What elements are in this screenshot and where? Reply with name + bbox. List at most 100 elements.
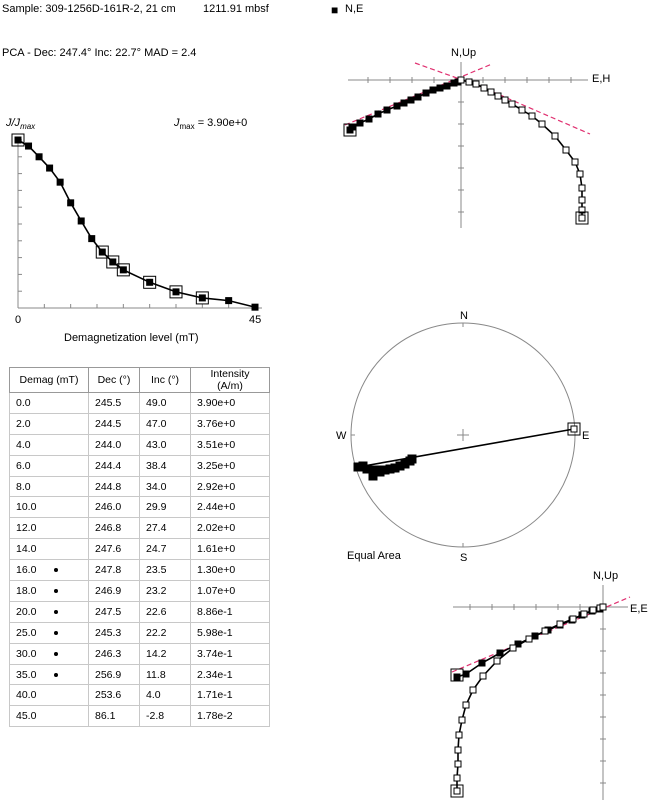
fit-end-marker bbox=[450, 784, 464, 798]
horizontal-point bbox=[393, 102, 401, 110]
cell-inc-text: 23.5 bbox=[146, 564, 167, 577]
horizontal-point bbox=[422, 89, 430, 97]
zij-lower-ticks bbox=[469, 604, 606, 784]
intensity-point bbox=[251, 303, 259, 311]
cell-inc-text: 22.2 bbox=[146, 626, 167, 639]
cell-dec: 244.4 bbox=[88, 454, 140, 477]
cell-intensity-text: 8.86e-1 bbox=[197, 605, 233, 618]
vertical-point bbox=[599, 603, 607, 611]
cell-dec: 244.5 bbox=[88, 412, 140, 435]
cell-intensity: 3.25e+0 bbox=[190, 454, 270, 477]
vertical-point bbox=[454, 746, 462, 754]
cell-intensity-text: 2.34e-1 bbox=[197, 668, 233, 681]
cell-intensity: 1.78e-2 bbox=[190, 705, 270, 728]
horizontal-point bbox=[365, 115, 373, 123]
vertical-point bbox=[494, 92, 502, 100]
horizontal-point bbox=[514, 640, 522, 648]
intensity-point bbox=[25, 142, 33, 150]
cell-demag-text: 40.0 bbox=[16, 689, 37, 702]
stereo-w-label: W bbox=[336, 430, 347, 442]
cell-dec: 244.0 bbox=[88, 433, 140, 456]
vertical-point bbox=[480, 84, 488, 92]
cell-inc: 27.4 bbox=[139, 517, 191, 540]
vertical-point bbox=[578, 184, 586, 192]
table-row: 40.0 253.6 4.0 1.71e-1 bbox=[9, 684, 270, 707]
cell-demag-text: 35.0 bbox=[16, 668, 37, 681]
horizontal-point bbox=[443, 82, 451, 90]
cell-demag: 4.0 bbox=[9, 433, 89, 456]
vertical-point bbox=[528, 112, 536, 120]
cell-inc: 43.0 bbox=[139, 433, 191, 456]
depth-label: 1211.91 mbsf bbox=[203, 3, 269, 15]
cell-demag-text: 16.0 bbox=[16, 564, 37, 577]
cell-dec: 246.8 bbox=[88, 517, 140, 540]
used-in-fit-dot bbox=[54, 651, 59, 656]
cell-demag: 8.0 bbox=[9, 475, 89, 498]
table-row: 2.0 244.5 47.0 3.76e+0 bbox=[9, 412, 270, 435]
cell-inc: 11.8 bbox=[139, 663, 191, 686]
cell-demag: 40.0 bbox=[9, 684, 89, 707]
cell-intensity: 1.30e+0 bbox=[190, 559, 270, 582]
cell-inc: 29.9 bbox=[139, 496, 191, 519]
table-row: 30.0 246.3 14.2 3.74e-1 bbox=[9, 642, 270, 665]
fit-end-marker bbox=[450, 668, 464, 682]
stereonet-point bbox=[358, 461, 368, 471]
fit-end-marker bbox=[575, 211, 589, 225]
intensity-point bbox=[225, 297, 233, 305]
vertical-point bbox=[569, 615, 577, 623]
cell-demag: 6.0 bbox=[9, 454, 89, 477]
horizontal-point bbox=[374, 110, 382, 118]
horizontal-point bbox=[478, 659, 486, 667]
cell-intensity-text: 1.78e-2 bbox=[197, 710, 233, 723]
cell-intensity-text: 3.90e+0 bbox=[197, 396, 236, 409]
cell-demag-text: 4.0 bbox=[16, 438, 31, 451]
intensity-point bbox=[14, 136, 22, 144]
fit-end-marker bbox=[195, 291, 209, 305]
cell-inc-text: 22.6 bbox=[146, 605, 167, 618]
fit-line-red bbox=[414, 62, 469, 83]
great-circle-segment bbox=[357, 428, 575, 468]
header-inc: Inc (°) bbox=[139, 367, 191, 393]
zij-upper-ticks bbox=[367, 77, 572, 213]
intensity-line bbox=[17, 139, 256, 308]
stereonet-point bbox=[371, 465, 381, 475]
intensity-point bbox=[88, 235, 96, 243]
horizontal-point bbox=[496, 649, 504, 657]
cell-demag-text: 25.0 bbox=[16, 626, 37, 639]
intensity-point bbox=[56, 178, 64, 186]
used-in-fit-dot bbox=[54, 610, 59, 615]
jmax-j: J bbox=[174, 117, 180, 129]
cell-dec-text: 246.8 bbox=[95, 522, 122, 535]
zij-lower-ns-label: N,Up bbox=[593, 570, 619, 582]
intensity-point bbox=[77, 217, 85, 225]
cell-demag: 10.0 bbox=[9, 496, 89, 519]
fit-end-marker bbox=[11, 133, 25, 147]
vertical-point bbox=[458, 716, 466, 724]
zij-upper-fit-lines bbox=[344, 62, 591, 135]
jmax-sub: max bbox=[179, 122, 195, 132]
legend-label: N,E bbox=[345, 3, 364, 15]
stereo-n-label: N bbox=[460, 310, 468, 322]
cell-demag: 20.0 bbox=[9, 600, 89, 623]
vertical-point bbox=[508, 100, 516, 108]
stereonet-point bbox=[407, 454, 417, 464]
cell-inc-text: -2.8 bbox=[146, 710, 165, 723]
header-dec: Dec (°) bbox=[88, 367, 140, 393]
cell-intensity-text: 3.74e-1 bbox=[197, 647, 233, 660]
cell-inc: 4.0 bbox=[139, 684, 191, 707]
stereo-e-label: E bbox=[582, 430, 590, 442]
cell-dec-text: 253.6 bbox=[95, 689, 122, 702]
vertical-point bbox=[453, 774, 461, 782]
intensity-xlabel: Demagnetization level (mT) bbox=[64, 332, 199, 344]
cell-intensity-text: 5.98e-1 bbox=[197, 626, 233, 639]
zij-lower-axes bbox=[453, 585, 628, 800]
cell-demag-text: 10.0 bbox=[16, 501, 37, 514]
intensity-point bbox=[198, 294, 206, 302]
cell-intensity-text: 2.02e+0 bbox=[197, 522, 236, 535]
table-header-row: Demag (mT) Dec (°) Inc (°) Intensity (A/… bbox=[9, 367, 270, 393]
cell-inc: 38.4 bbox=[139, 454, 191, 477]
vertical-point bbox=[501, 96, 509, 104]
cell-inc-text: 29.9 bbox=[146, 501, 167, 514]
intensity-ylabel: J/Jmax bbox=[6, 117, 35, 131]
horizontal-point bbox=[356, 119, 364, 127]
